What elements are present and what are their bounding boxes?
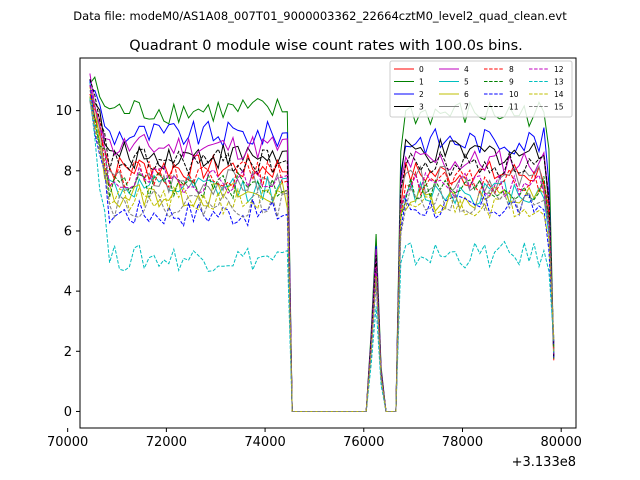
- series-line-9: [89, 99, 555, 412]
- x-offset-label: +3.133e8: [512, 455, 576, 470]
- series-line-4: [89, 73, 555, 412]
- series-line-1: [89, 76, 555, 412]
- chart-supertitle: Data file: modeM0/AS1A08_007T01_90000033…: [73, 9, 567, 23]
- legend-label-8: 8: [509, 65, 514, 74]
- x-tick-label: 76000: [343, 435, 384, 450]
- legend-label-5: 5: [464, 77, 469, 86]
- plot-area: [89, 73, 555, 412]
- x-tick-label: 72000: [146, 435, 187, 450]
- axes-frame: [79, 57, 577, 429]
- y-tick-label: 2: [64, 345, 72, 360]
- legend-label-0: 0: [419, 65, 424, 74]
- legend-label-15: 15: [554, 102, 564, 111]
- legend-label-3: 3: [419, 102, 424, 111]
- series-line-14: [89, 96, 555, 412]
- series-line-2: [89, 90, 555, 412]
- series-line-3: [89, 96, 555, 412]
- legend-label-13: 13: [554, 77, 564, 86]
- series-line-15: [89, 100, 555, 412]
- legend-label-2: 2: [419, 90, 424, 99]
- y-tick-label: 4: [64, 285, 72, 300]
- y-tick-label: 0: [64, 405, 72, 420]
- series-line-6: [89, 87, 555, 412]
- legend-label-9: 9: [509, 77, 514, 86]
- legend-label-10: 10: [509, 90, 519, 99]
- legend-label-14: 14: [554, 90, 564, 99]
- x-tick-label: 80000: [541, 435, 582, 450]
- series-line-12: [89, 85, 555, 412]
- x-tick-label: 74000: [244, 435, 285, 450]
- series-line-7: [89, 90, 555, 412]
- legend-label-1: 1: [419, 77, 424, 86]
- series-line-10: [89, 79, 555, 412]
- series-line-8: [89, 93, 555, 412]
- chart-title: Quadrant 0 module wise count rates with …: [129, 38, 523, 54]
- x-tick-label: 70000: [47, 435, 88, 450]
- legend-frame: [389, 60, 573, 118]
- y-tick-label: 8: [64, 164, 72, 179]
- legend-label-12: 12: [554, 65, 564, 74]
- x-tick-label: 78000: [442, 435, 483, 450]
- axes: 70000 72000 74000 76000 78000 80000 0 2 4 6 8 10: [47, 104, 582, 450]
- y-tick-label: 10: [55, 104, 72, 119]
- legend-label-4: 4: [464, 65, 469, 74]
- series-line-13: [89, 97, 555, 412]
- legend-label-11: 11: [509, 102, 519, 111]
- legend-label-7: 7: [464, 102, 469, 111]
- series-line-11: [89, 78, 555, 412]
- y-tick-label: 6: [64, 224, 72, 239]
- legend-label-6: 6: [464, 90, 469, 99]
